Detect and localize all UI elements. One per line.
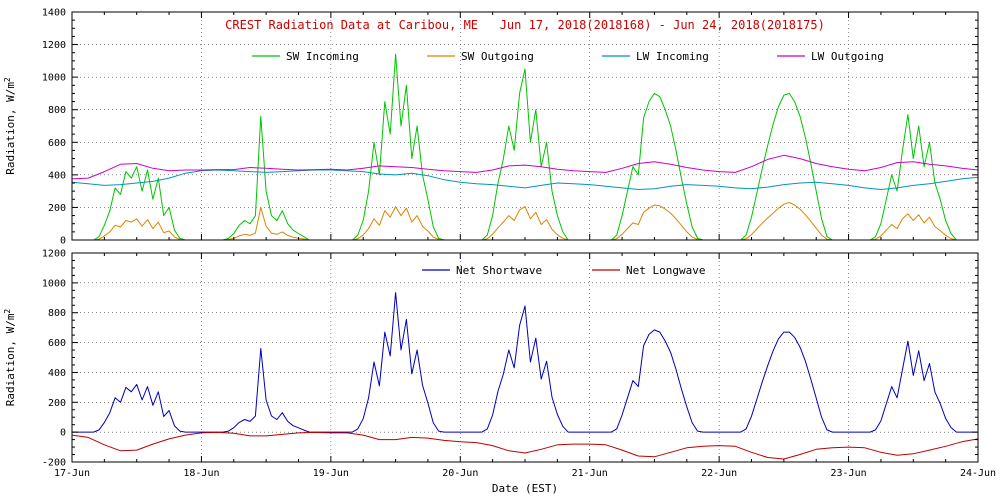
x-tick-label: 22-Jun xyxy=(701,468,737,479)
legend-label-net-shortwave: Net Shortwave xyxy=(456,264,542,277)
y-tick-label: 1200 xyxy=(42,249,66,260)
y-tick-label: 800 xyxy=(48,105,66,116)
legend-label-lw-incoming: LW Incoming xyxy=(636,50,709,63)
y-tick-label: 600 xyxy=(48,138,66,149)
x-tick-label: 17-Jun xyxy=(54,468,90,479)
x-tick-label: 18-Jun xyxy=(183,468,219,479)
x-tick-label: 24-Jun xyxy=(960,468,996,479)
legend-label-net-longwave: Net Longwave xyxy=(626,264,705,277)
chart-title: CREST Radiation Data at Caribou, ME Jun … xyxy=(225,18,825,32)
y-tick-label: 800 xyxy=(48,308,66,319)
series-net-shortwave xyxy=(72,292,978,433)
y-tick-label: -200 xyxy=(42,458,66,469)
x-tick-label: 21-Jun xyxy=(572,468,608,479)
y-axis-label: Radiation, W/m2 xyxy=(3,77,17,175)
y-tick-label: 400 xyxy=(48,170,66,181)
y-tick-label: 1200 xyxy=(42,40,66,51)
y-tick-label: 1000 xyxy=(42,73,66,84)
x-tick-label: 19-Jun xyxy=(313,468,349,479)
series-net-longwave xyxy=(71,431,979,460)
y-tick-label: 1000 xyxy=(42,278,66,289)
series-lw-outgoing xyxy=(71,154,979,180)
y-tick-label: 1400 xyxy=(42,8,66,19)
y-tick-label: 0 xyxy=(60,236,66,247)
y-axis-label: Radiation, W/m2 xyxy=(3,309,17,407)
y-tick-label: 0 xyxy=(60,428,66,439)
legend-label-lw-outgoing: LW Outgoing xyxy=(811,50,884,63)
series-lw-incoming xyxy=(71,169,979,190)
x-tick-label: 20-Jun xyxy=(442,468,478,479)
legend-label-sw-outgoing: SW Outgoing xyxy=(461,50,534,63)
x-tick-label: 23-Jun xyxy=(831,468,867,479)
y-tick-label: 200 xyxy=(48,203,66,214)
y-tick-label: 400 xyxy=(48,368,66,379)
legend-label-sw-incoming: SW Incoming xyxy=(286,50,359,63)
y-tick-label: 200 xyxy=(48,398,66,409)
x-axis-label: Date (EST) xyxy=(492,482,558,495)
y-tick-label: 600 xyxy=(48,338,66,349)
